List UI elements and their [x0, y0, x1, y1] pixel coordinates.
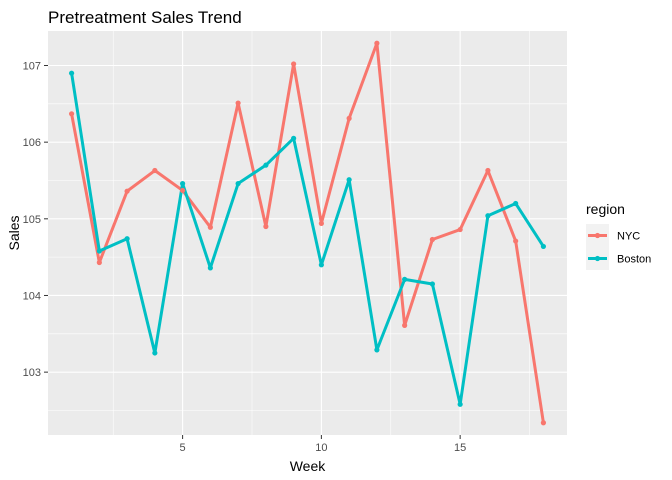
data-point-boston [207, 265, 213, 271]
data-point-boston [485, 213, 491, 219]
data-point-nyc [513, 238, 519, 244]
legend-item-nyc: NYC [586, 224, 640, 247]
data-point-nyc [429, 236, 435, 243]
data-point-nyc [318, 220, 324, 227]
x-tick-label: 10 [315, 442, 327, 454]
data-point-nyc [457, 226, 463, 233]
data-point-boston [513, 200, 519, 207]
series-points [68, 40, 547, 426]
y-tick-label: 105 [23, 214, 41, 226]
chart-title: Pretreatment Sales Trend [48, 8, 242, 27]
minor-gridlines [48, 31, 567, 435]
data-point-nyc [485, 167, 491, 174]
legend-keys: NYC Boston [586, 224, 651, 270]
data-point-nyc [68, 111, 75, 117]
legend: region NYC Boston [586, 201, 651, 270]
legend-key-point [594, 232, 601, 239]
data-point-nyc [540, 420, 547, 426]
data-point-nyc [124, 188, 130, 194]
y-tick-label: 103 [23, 367, 41, 379]
data-point-nyc [263, 223, 269, 230]
y-axis-ticks: 103 104 105 106 107 [23, 60, 48, 379]
data-point-nyc [402, 322, 408, 328]
data-point-boston [180, 180, 186, 187]
data-point-nyc [152, 167, 158, 174]
data-point-boston [346, 177, 352, 183]
data-point-boston [318, 262, 324, 268]
data-point-nyc [207, 224, 213, 230]
y-axis-title: Sales [6, 215, 22, 250]
y-tick-label: 107 [23, 60, 41, 72]
series-line-boston [70, 72, 545, 406]
data-point-nyc [291, 61, 297, 67]
data-point-boston [374, 347, 380, 353]
series-line-nyc [70, 41, 545, 423]
legend-title: region [586, 201, 625, 217]
major-gridlines [48, 31, 567, 435]
data-point-boston [235, 180, 241, 187]
data-point-boston [263, 162, 269, 168]
data-point-boston [68, 70, 75, 76]
data-point-boston [96, 248, 102, 254]
data-point-nyc [180, 187, 186, 194]
data-point-nyc [235, 100, 241, 106]
data-point-boston [402, 276, 408, 282]
plot-panel [48, 31, 567, 435]
y-tick-label: 106 [23, 137, 41, 149]
x-tick-label: 15 [454, 442, 466, 454]
x-axis-title: Week [290, 458, 327, 474]
data-point-boston [124, 236, 130, 242]
series-lines [70, 41, 545, 423]
legend-key-point [594, 255, 601, 262]
data-point-boston [457, 401, 463, 407]
data-point-boston [152, 350, 158, 356]
x-tick-label: 5 [180, 442, 186, 454]
y-tick-label: 104 [23, 290, 41, 302]
legend-label: NYC [617, 231, 640, 243]
data-point-nyc [346, 115, 352, 121]
data-point-boston [429, 281, 435, 287]
legend-item-boston: Boston [586, 247, 651, 270]
data-point-nyc [96, 259, 102, 266]
data-point-boston [540, 243, 547, 250]
legend-label: Boston [617, 254, 651, 266]
data-point-nyc [374, 40, 380, 46]
data-point-boston [291, 135, 297, 141]
x-axis-ticks: 5 10 15 [180, 435, 466, 454]
